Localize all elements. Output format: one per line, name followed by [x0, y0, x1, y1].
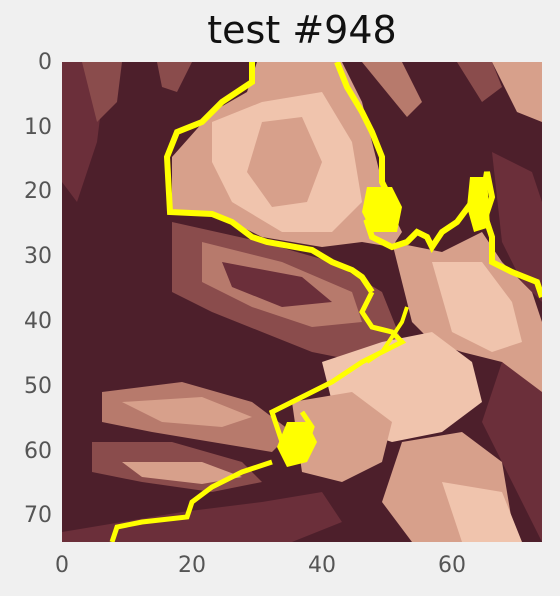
y-tick-label: 60 — [24, 439, 52, 464]
x-tick-label: 0 — [55, 553, 69, 578]
left-streak-region — [82, 62, 122, 122]
upper-right-region — [457, 62, 502, 102]
lower-left-streak-region — [122, 462, 242, 484]
upper-right-region — [492, 62, 542, 122]
upper-ridge-region — [362, 62, 422, 117]
right-wing-region — [492, 152, 542, 302]
lower-left-streak-region — [62, 492, 342, 542]
contour-blob — [362, 187, 402, 232]
y-tick-label: 20 — [24, 179, 52, 204]
x-tick-label: 20 — [178, 553, 206, 578]
middle-streak-region — [222, 262, 332, 307]
lower-left-streak-region — [122, 397, 252, 427]
right-wing-region — [482, 362, 542, 542]
y-tick-label: 50 — [24, 374, 52, 399]
y-tick-label: 30 — [24, 244, 52, 269]
y-tick-label: 10 — [24, 115, 52, 140]
contour-line — [109, 459, 273, 542]
plot-title: test #948 — [207, 8, 397, 52]
y-tick-label: 70 — [24, 503, 52, 528]
contour-line — [163, 62, 375, 294]
right-wing-region — [432, 262, 522, 352]
y-tick-label: 40 — [24, 309, 52, 334]
x-tick-label: 60 — [438, 553, 466, 578]
lower-diagonal-region — [292, 392, 392, 482]
image-panel — [62, 62, 542, 542]
contour-blob — [467, 177, 490, 232]
contour-blob — [277, 422, 317, 467]
x-tick-label: 40 — [308, 553, 336, 578]
central-blob-region — [247, 117, 322, 207]
left-streak-region — [157, 62, 192, 92]
y-tick-label: 0 — [38, 50, 52, 75]
lower-diagonal-region — [442, 482, 522, 542]
contour-line — [365, 306, 409, 364]
